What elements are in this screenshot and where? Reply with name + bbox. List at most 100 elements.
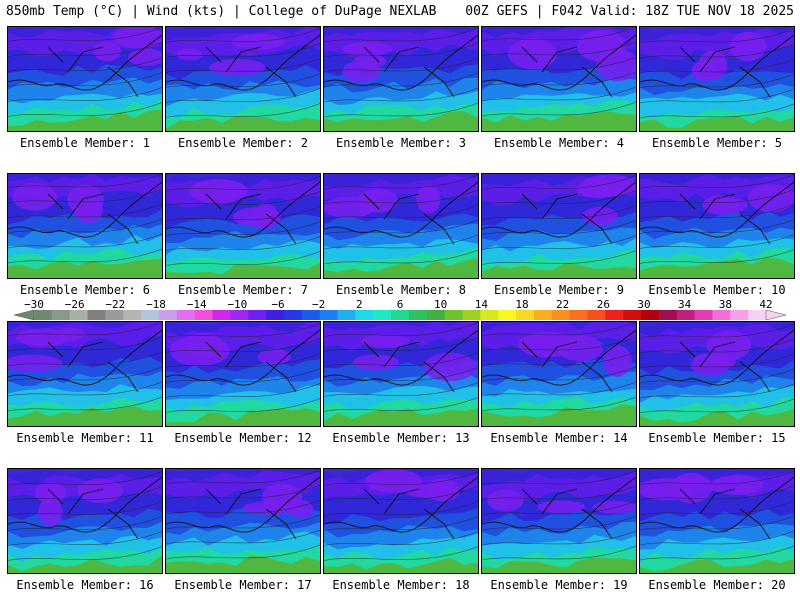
header-right-title: 00Z GEFS | F042 Valid: 18Z TUE NOV 18 20… (465, 4, 794, 19)
temperature-map (481, 321, 637, 427)
temperature-band (482, 557, 636, 573)
temperature-map (323, 321, 479, 427)
temperature-band (324, 408, 478, 426)
isotherm-line (640, 234, 794, 249)
ensemble-panel: Ensemble Member: 9 (481, 173, 637, 297)
isotherm-line (482, 381, 636, 397)
isotherm-line (166, 221, 320, 236)
colorbar-swatch (462, 310, 481, 320)
isotherm-line (324, 546, 478, 561)
ensemble-member-label: Ensemble Member: 4 (493, 136, 625, 150)
temperature-band (482, 404, 636, 426)
isotherm-line (166, 499, 320, 515)
temperature-colorbar: −30 −26 −22 −18 −14 −10 −6 −2 2 6 10 14 18 22 26 30 34 38… (14, 298, 786, 324)
isotherm-line (482, 86, 636, 102)
isotherm-line (640, 398, 794, 414)
colorbar-swatch (51, 310, 71, 320)
isotherm-line (324, 471, 478, 486)
colorbar-tick-label: 30 (637, 298, 651, 311)
temperature-band (640, 408, 794, 426)
isotherm-line (640, 58, 794, 74)
colorbar-swatch (158, 310, 178, 320)
isotherm-line (482, 515, 636, 531)
colorbar-tick-label: −30 (24, 298, 44, 311)
colorbar-tick-label: −14 (186, 298, 207, 311)
temperature-band (640, 115, 794, 131)
temperature-map (323, 173, 479, 279)
cold-core (127, 48, 162, 67)
ensemble-panel: Ensemble Member: 15 (639, 321, 795, 445)
cold-core (416, 184, 441, 214)
isotherm-line (166, 368, 320, 383)
ensemble-member-label: Ensemble Member: 13 (332, 431, 470, 445)
colorbar-swatch (391, 310, 410, 320)
temperature-band (324, 557, 478, 573)
ensemble-member-label: Ensemble Member: 11 (16, 431, 154, 445)
isotherm-line (324, 42, 478, 58)
colorbar-swatch (676, 310, 696, 320)
isotherm-line (8, 57, 162, 72)
isotherm-line (166, 469, 320, 485)
isotherm-line (324, 174, 478, 190)
temperature-map (639, 321, 795, 427)
temperature-map (639, 173, 795, 279)
coastline (324, 34, 478, 98)
colorbar-swatch (69, 310, 89, 320)
isotherm-line (482, 71, 636, 87)
isotherm-line (640, 28, 794, 44)
colorbar-swatch (569, 310, 588, 320)
colorbar-swatch (141, 310, 160, 320)
ensemble-member-label: Ensemble Member: 5 (651, 136, 783, 150)
isotherm-line (640, 204, 794, 219)
temperature-map (323, 468, 479, 574)
colorbar-swatch (373, 310, 392, 320)
cold-core (38, 498, 63, 526)
isotherm-line (640, 515, 794, 531)
cold-core (232, 207, 282, 227)
coastline (640, 181, 794, 245)
isotherm-line (482, 27, 636, 42)
isotherm-line (166, 191, 320, 206)
colorbar-tick-label: 26 (596, 298, 610, 311)
isotherm-line (482, 41, 636, 57)
ensemble-panel: Ensemble Member: 10 (639, 173, 795, 297)
coastline (324, 181, 478, 245)
cold-core (518, 331, 577, 358)
isotherm-line (166, 58, 320, 73)
isotherm-line (166, 514, 320, 530)
cold-core (12, 183, 58, 211)
temperature-band (324, 258, 478, 278)
cold-core (243, 501, 301, 515)
isotherm-line (482, 500, 636, 516)
isotherm-line (166, 43, 320, 58)
colorbar-swatch (319, 310, 339, 320)
isotherm-line (324, 204, 478, 220)
cold-core (576, 29, 626, 62)
isotherm-line (8, 87, 162, 102)
cold-core (691, 60, 717, 81)
colorbar-swatch (34, 310, 53, 320)
colorbar-swatch (194, 310, 214, 320)
colorbar-swatch (301, 310, 321, 320)
isotherm-line (8, 203, 162, 219)
colorbar-tick-label: 10 (434, 298, 448, 311)
isotherm-line (166, 206, 320, 221)
isotherm-line (166, 484, 320, 500)
ensemble-member-label: Ensemble Member: 10 (648, 283, 786, 297)
ensemble-panel: Ensemble Member: 2 (165, 26, 321, 150)
temperature-map (7, 468, 163, 574)
cold-core (93, 41, 121, 62)
colorbar-swatch (87, 310, 106, 320)
cold-core (176, 48, 203, 61)
ensemble-panel: Ensemble Member: 18 (323, 468, 479, 592)
cold-core (186, 332, 222, 359)
isotherm-line (640, 103, 794, 119)
ensemble-panel: Ensemble Member: 14 (481, 321, 637, 445)
cold-core (365, 469, 422, 493)
isotherm-line (8, 336, 162, 352)
isotherm-line (482, 366, 636, 382)
cold-core (487, 489, 524, 512)
isotherm-line (324, 397, 478, 412)
temperature-band (8, 258, 162, 278)
isotherm-line (8, 233, 162, 249)
